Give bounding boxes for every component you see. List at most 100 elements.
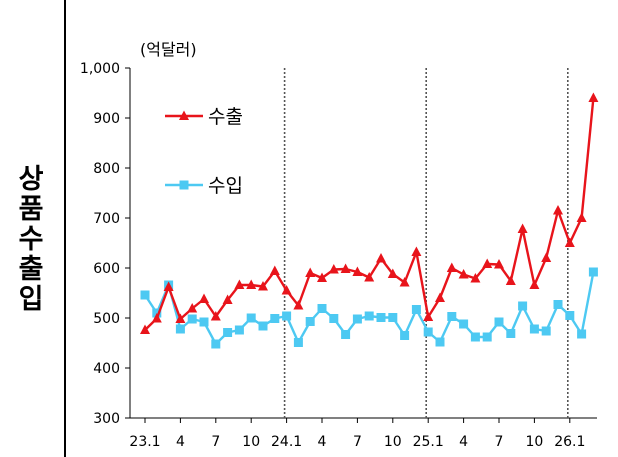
import-point <box>577 329 587 339</box>
side-divider <box>64 0 66 457</box>
export-point <box>151 313 162 323</box>
import-point <box>553 300 563 309</box>
x-tick-label: 10 <box>384 434 402 450</box>
x-tick-label: 24.1 <box>271 434 302 450</box>
export-point <box>140 324 150 334</box>
plot-area: 1,000 900 800 700 600 500 400 300 23.1 4 7 10 24.1 4 7… <box>80 61 599 450</box>
import-point <box>388 313 398 322</box>
import-point <box>223 328 233 337</box>
export-point <box>494 259 504 269</box>
y-tick-label: 300 <box>93 411 120 427</box>
import-point <box>282 311 292 321</box>
legend-swatch-marker <box>179 110 189 120</box>
export-point <box>529 279 540 289</box>
import-point <box>211 339 221 349</box>
export-point <box>564 237 575 247</box>
import-point <box>352 314 362 324</box>
export-point <box>517 223 528 233</box>
export-point <box>553 205 563 215</box>
export-point <box>199 293 209 303</box>
y-tick-label: 400 <box>93 361 120 377</box>
export-point <box>317 272 327 282</box>
import-point <box>541 326 551 336</box>
export-point <box>293 300 304 310</box>
x-tick-label: 7 <box>211 434 220 450</box>
export-point <box>423 311 434 321</box>
import-point <box>411 305 421 314</box>
import-point <box>187 314 197 324</box>
series-line <box>144 97 595 331</box>
export-point <box>446 262 457 272</box>
y-tick-label: 900 <box>93 111 120 127</box>
import-point <box>376 313 386 322</box>
side-title-char: 품 <box>18 194 44 225</box>
x-tick-label: 26.1 <box>554 434 585 450</box>
export-point <box>175 313 186 323</box>
y-tick-label: 500 <box>93 311 120 327</box>
export-point <box>588 92 599 102</box>
x-tick-label: 4 <box>459 434 468 450</box>
import-point <box>140 290 150 300</box>
side-title-char: 출 <box>18 254 44 285</box>
export-point <box>470 273 481 283</box>
import-point <box>329 314 339 323</box>
export-point <box>246 279 257 289</box>
x-tick-label: 10 <box>242 434 260 450</box>
x-tick-label: 25.1 <box>413 434 444 450</box>
import-point <box>494 317 504 327</box>
unit-label: (억달러) <box>140 40 197 59</box>
export-point <box>163 281 174 291</box>
y-tick-label: 1,000 <box>80 61 120 77</box>
import-point <box>459 319 469 329</box>
side-title-char: 수 <box>18 224 44 255</box>
import-point <box>317 304 327 313</box>
x-tick-label: 7 <box>495 434 504 450</box>
import-point <box>506 329 516 338</box>
import-point <box>175 324 185 334</box>
export-point <box>387 268 398 278</box>
import-point <box>470 332 480 342</box>
import-point <box>400 331 410 340</box>
side-title: 상 품 수 출 입 <box>8 165 54 315</box>
import-point <box>341 330 351 339</box>
export-point <box>482 258 493 268</box>
import-point <box>529 324 539 334</box>
y-tick-label: 700 <box>93 211 120 227</box>
import-point <box>447 312 457 321</box>
legend-label: 수출 <box>208 106 243 128</box>
y-tick-label: 600 <box>93 261 120 277</box>
side-title-char: 입 <box>18 284 44 315</box>
import-point <box>364 311 374 321</box>
import-point <box>293 338 303 347</box>
side-title-char: 상 <box>18 164 44 195</box>
export-point <box>541 252 552 262</box>
import-point <box>305 317 315 326</box>
import-point <box>518 301 528 311</box>
x-tick-label: 4 <box>176 434 185 450</box>
x-tick-label: 10 <box>525 434 543 450</box>
export-point <box>505 275 516 285</box>
export-point <box>376 253 386 263</box>
legend-swatch-marker <box>179 180 189 190</box>
export-point <box>210 311 221 321</box>
export-point <box>340 263 351 273</box>
export-point <box>258 281 268 291</box>
export-point <box>411 246 422 256</box>
export-point <box>281 285 292 295</box>
export-point <box>576 212 587 222</box>
x-tick-label: 4 <box>318 434 327 450</box>
import-point <box>482 332 492 342</box>
export-point <box>234 279 245 289</box>
export-point <box>187 303 198 313</box>
export-point <box>364 272 375 282</box>
export-point <box>305 267 316 277</box>
export-point <box>222 294 233 304</box>
import-point <box>270 314 280 323</box>
import-point <box>565 311 575 320</box>
import-point <box>234 325 244 335</box>
import-point <box>199 317 209 327</box>
import-point <box>246 313 256 323</box>
x-tick-label: 7 <box>353 434 362 450</box>
export-point <box>399 277 410 287</box>
